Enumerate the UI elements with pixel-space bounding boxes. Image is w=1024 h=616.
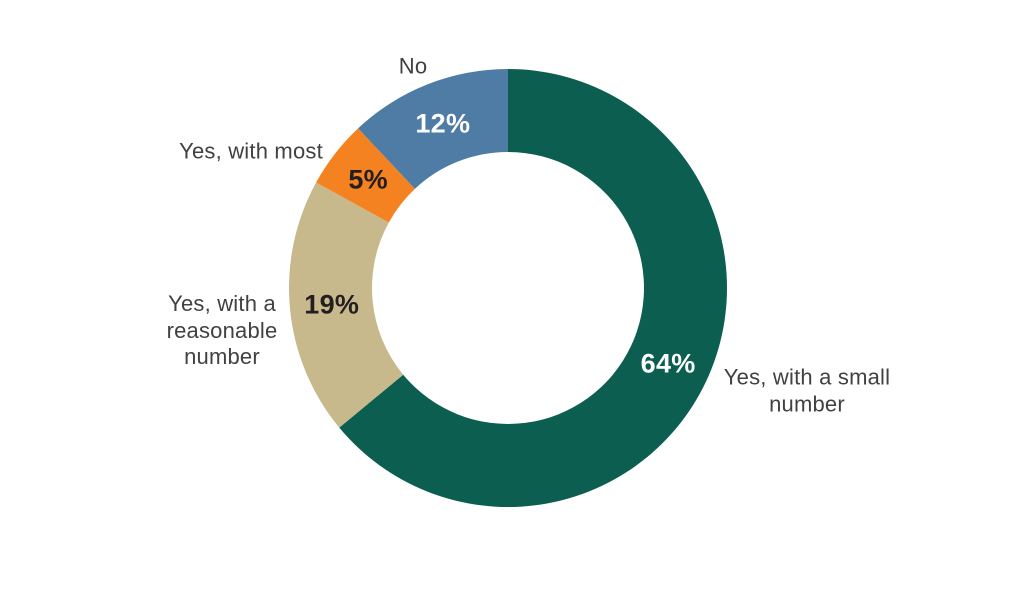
slice-percent-1: 19% (304, 290, 359, 320)
donut-slice-2 (316, 128, 415, 223)
donut-slice-1 (289, 182, 404, 428)
donut-slice-3 (358, 69, 508, 189)
slice-percent-0: 64% (641, 348, 696, 378)
donut-slice-0 (339, 69, 727, 508)
slice-percent-3: 12% (415, 108, 470, 138)
slice-label-yes-with-most: Yes, with most (179, 138, 323, 164)
slice-percent-2: 5% (348, 165, 388, 195)
slice-label-yes-reasonable-number: Yes, with a reasonable number (166, 291, 278, 370)
slice-label-yes-small-number: Yes, with a small number (723, 364, 891, 416)
slice-label-no: No (398, 53, 428, 79)
